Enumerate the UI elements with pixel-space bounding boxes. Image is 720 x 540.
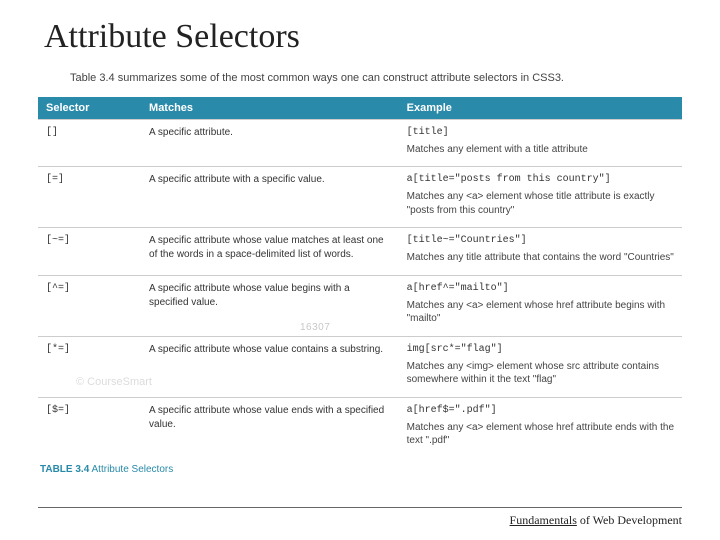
example-code: a[href$=".pdf"]	[407, 404, 674, 418]
caption-text: Attribute Selectors	[92, 464, 174, 475]
content-area: Table 3.4 summarizes some of the most co…	[0, 70, 720, 475]
col-example: Example	[399, 97, 682, 120]
example-description: Matches any element with a title attribu…	[407, 143, 674, 157]
cell-selector: [~=]	[38, 228, 141, 276]
cell-matches: A specific attribute whose value contain…	[141, 336, 399, 397]
table-row: []A specific attribute. [title] Matches an…	[38, 119, 682, 167]
example-code: a[href^="mailto"]	[407, 282, 674, 296]
example-code: [title]	[407, 126, 674, 140]
caption-label: TABLE 3.4	[40, 464, 89, 475]
example-code: [title~="Countries"]	[407, 234, 674, 248]
slide-title: Attribute Selectors	[0, 0, 720, 64]
cell-matches: A specific attribute whose value matches…	[141, 228, 399, 276]
cell-matches: A specific attribute whose value ends wi…	[141, 397, 399, 458]
example-description: Matches any title attribute that contain…	[407, 251, 674, 265]
cell-matches: A specific attribute with a specific val…	[141, 167, 399, 228]
cell-example: a[title="posts from this country"] Matche…	[399, 167, 682, 228]
footer-rule	[38, 507, 682, 508]
watermark-number: 16307	[300, 322, 330, 333]
cell-selector: [$=]	[38, 397, 141, 458]
table-caption: TABLE 3.4 Attribute Selectors	[38, 464, 682, 475]
footer-underlined: Fundamentals	[510, 513, 577, 527]
table-row: [=]A specific attribute with a specific …	[38, 167, 682, 228]
cell-matches: A specific attribute whose value begins …	[141, 275, 399, 336]
table-row: [~=]A specific attribute whose value mat…	[38, 228, 682, 276]
intro-text: Table 3.4 summarizes some of the most co…	[56, 70, 682, 87]
col-matches: Matches	[141, 97, 399, 120]
table-header-row: Selector Matches Example	[38, 97, 682, 120]
cell-example: [title] Matches any element with a title …	[399, 119, 682, 167]
cell-example: img[src*="flag"] Matches any <img> elemen…	[399, 336, 682, 397]
cell-example: a[href^="mailto"] Matches any <a> element…	[399, 275, 682, 336]
cell-example: [title~="Countries"] Matches any title at…	[399, 228, 682, 276]
attribute-selectors-table: Selector Matches Example []A specific at…	[38, 97, 682, 458]
cell-selector: [=]	[38, 167, 141, 228]
cell-example: a[href$=".pdf"] Matches any <a> element w…	[399, 397, 682, 458]
example-description: Matches any <a> element whose title attr…	[407, 190, 674, 217]
footer-rest: of Web Development	[577, 513, 682, 527]
example-code: img[src*="flag"]	[407, 343, 674, 357]
example-description: Matches any <a> element whose href attri…	[407, 421, 674, 448]
col-selector: Selector	[38, 97, 141, 120]
table-row: [$=]A specific attribute whose value end…	[38, 397, 682, 458]
cell-matches: A specific attribute.	[141, 119, 399, 167]
example-description: Matches any <img> element whose src attr…	[407, 360, 674, 387]
table-row: [^=]A specific attribute whose value beg…	[38, 275, 682, 336]
cell-selector: [^=]	[38, 275, 141, 336]
watermark-copyright: © CourseSmart	[76, 376, 152, 388]
footer-text: Fundamentals of Web Development	[510, 513, 682, 528]
example-description: Matches any <a> element whose href attri…	[407, 299, 674, 326]
example-code: a[title="posts from this country"]	[407, 173, 674, 187]
cell-selector: []	[38, 119, 141, 167]
